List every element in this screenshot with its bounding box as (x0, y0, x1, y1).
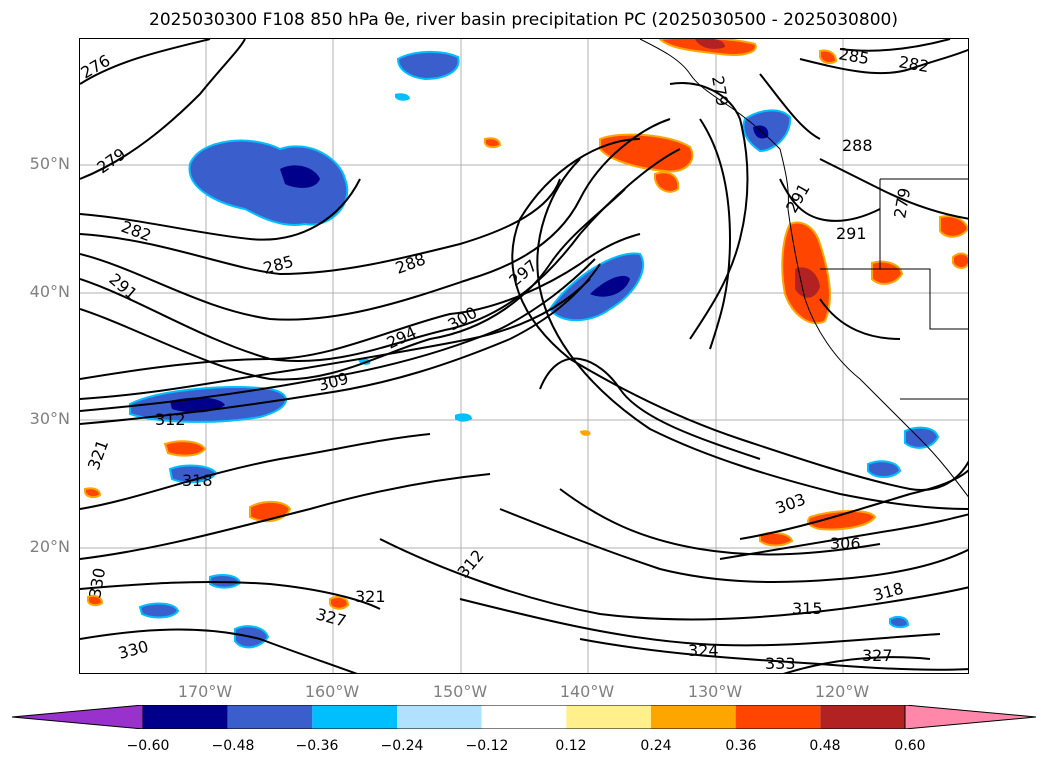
contour-label: 282 (897, 52, 930, 76)
colorbar-tick: 0.24 (640, 738, 672, 754)
colorbar-extend-low (12, 705, 144, 729)
contour-label: 291 (105, 270, 141, 304)
contour-label: 315 (792, 599, 823, 618)
colorbar-cell (143, 705, 228, 729)
colorbar-cell (651, 705, 736, 729)
lat-label-20n: 20°N (29, 537, 70, 556)
colorbar-tick: −0.24 (380, 738, 424, 754)
contour-label: 318 (182, 471, 213, 490)
colorbar-frame (142, 705, 906, 729)
contour-label: 333 (765, 654, 796, 673)
lon-label-140w: 140°W (559, 682, 615, 701)
lon-label-130w: 130°W (687, 682, 743, 701)
theta-e-contours (80, 39, 968, 673)
map-canvas: 276 279 282 285 288 291 294 297 300 309 … (80, 39, 968, 673)
map-panel: 276 279 282 285 288 291 294 297 300 309 … (79, 38, 969, 674)
contour-label: 279 (708, 74, 732, 107)
colorbar-cell (566, 705, 651, 729)
contour-label: 303 (773, 489, 808, 517)
lon-label-160w: 160°W (304, 682, 360, 701)
colorbar-tick: −0.48 (211, 738, 255, 754)
lat-label-30n: 30°N (29, 409, 70, 428)
colorbar-tick: −0.36 (295, 738, 339, 754)
contour-label: 285 (837, 44, 870, 68)
contour-label: 279 (93, 144, 129, 177)
figure-title: 2025030300 F108 850 hPa θe, river basin … (149, 10, 898, 30)
colorbar (12, 705, 1036, 729)
colorbar-cell (312, 705, 397, 729)
contour-label: 309 (316, 369, 350, 395)
negative-precip-areas (129, 51, 940, 649)
contour-label: 297 (505, 256, 541, 290)
contour-label: 276 (80, 51, 113, 83)
contour-label: 327 (862, 646, 893, 665)
positive-precip-areas (84, 39, 968, 610)
lat-label-40n: 40°N (29, 282, 70, 301)
colorbar-cell (397, 705, 482, 729)
contour-label: 330 (116, 637, 150, 663)
colorbar-tick: 0.60 (894, 738, 926, 754)
lon-label-150w: 150°W (432, 682, 488, 701)
contour-label: 312 (454, 546, 488, 582)
colorbar-extend-high (904, 705, 1036, 729)
colorbar-cell (735, 705, 821, 729)
contour-labels: 276 279 282 285 288 291 294 297 300 309 … (80, 44, 931, 673)
contour-label: 288 (393, 249, 428, 277)
contour-label: 306 (830, 534, 861, 553)
contour-label: 324 (688, 641, 719, 660)
contour-label: 291 (782, 180, 814, 216)
colorbar-tick: 0.48 (809, 738, 841, 754)
colorbar-tick: 0.36 (725, 738, 757, 754)
colorbar-cell (481, 705, 567, 729)
colorbar-cells (143, 705, 905, 729)
colorbar-tick: 0.12 (555, 738, 587, 754)
colorbar-cell (227, 705, 313, 729)
contour-label: 321 (84, 437, 112, 472)
lon-label-170w: 170°W (177, 682, 233, 701)
contour-label: 312 (155, 410, 186, 429)
lat-label-50n: 50°N (29, 154, 70, 173)
colorbar-tick: −0.12 (465, 738, 509, 754)
contour-label: 279 (890, 186, 914, 219)
colorbar-tick: −0.60 (126, 738, 170, 754)
contour-label: 330 (85, 566, 109, 599)
coastlines (639, 39, 968, 498)
contour-label: 282 (119, 217, 154, 245)
lon-label-120w: 120°W (814, 682, 870, 701)
contour-label: 291 (836, 224, 867, 243)
contour-label: 288 (842, 136, 873, 155)
contour-label: 321 (355, 587, 386, 606)
colorbar-cell (820, 705, 905, 729)
